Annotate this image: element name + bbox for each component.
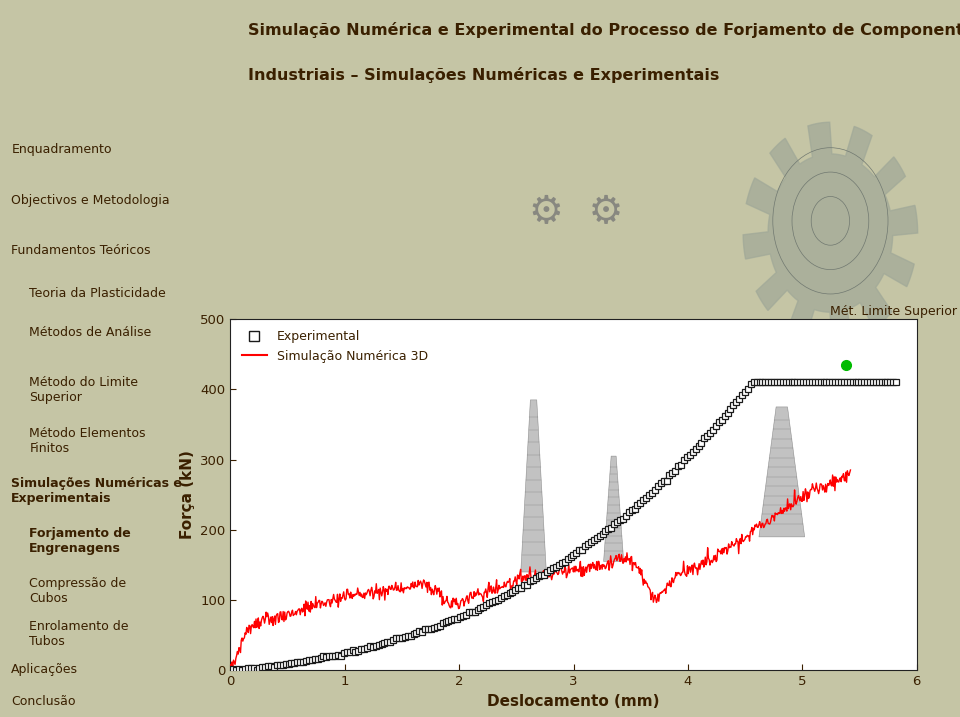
Polygon shape — [759, 407, 804, 537]
Text: Método Elementos
Finitos: Método Elementos Finitos — [30, 427, 146, 455]
Y-axis label: Força (kN): Força (kN) — [180, 450, 195, 539]
Text: Métodos de Análise: Métodos de Análise — [30, 326, 152, 339]
X-axis label: Deslocamento (mm): Deslocamento (mm) — [488, 694, 660, 709]
Text: Teoria da Plasticidade: Teoria da Plasticidade — [30, 287, 166, 300]
Text: Fundamentos Teóricos: Fundamentos Teóricos — [12, 244, 151, 257]
Text: Método do Limite
Superior: Método do Limite Superior — [30, 376, 138, 404]
Text: Aplicações: Aplicações — [12, 663, 79, 676]
Text: Simulação Numérica e Experimental do Processo de Forjamento de Componentes: Simulação Numérica e Experimental do Pro… — [248, 22, 960, 38]
Text: Mét. Limite Superior: Mét. Limite Superior — [778, 320, 883, 331]
Polygon shape — [604, 456, 624, 561]
Legend: Experimental, Simulação Numérica 3D: Experimental, Simulação Numérica 3D — [237, 326, 433, 368]
Polygon shape — [520, 400, 546, 572]
Text: Forjamento de
Engrenagens: Forjamento de Engrenagens — [30, 527, 132, 555]
Text: Mét. Limite Superior: Mét. Limite Superior — [830, 305, 957, 318]
Text: Simulações Numéricas e
Experimentais: Simulações Numéricas e Experimentais — [12, 477, 182, 505]
Text: Compressão de
Cubos: Compressão de Cubos — [30, 577, 127, 605]
Text: Objectivos e Metodologia: Objectivos e Metodologia — [12, 194, 170, 206]
Text: Enquadramento: Enquadramento — [12, 143, 111, 156]
Text: Conclusão: Conclusão — [12, 695, 76, 708]
Polygon shape — [743, 122, 918, 344]
Text: Enrolamento de
Tubos: Enrolamento de Tubos — [30, 620, 129, 648]
Text: Industriais – Simulações Numéricas e Experimentais: Industriais – Simulações Numéricas e Exp… — [248, 67, 719, 83]
Text: ⚙  ⚙: ⚙ ⚙ — [529, 193, 623, 230]
